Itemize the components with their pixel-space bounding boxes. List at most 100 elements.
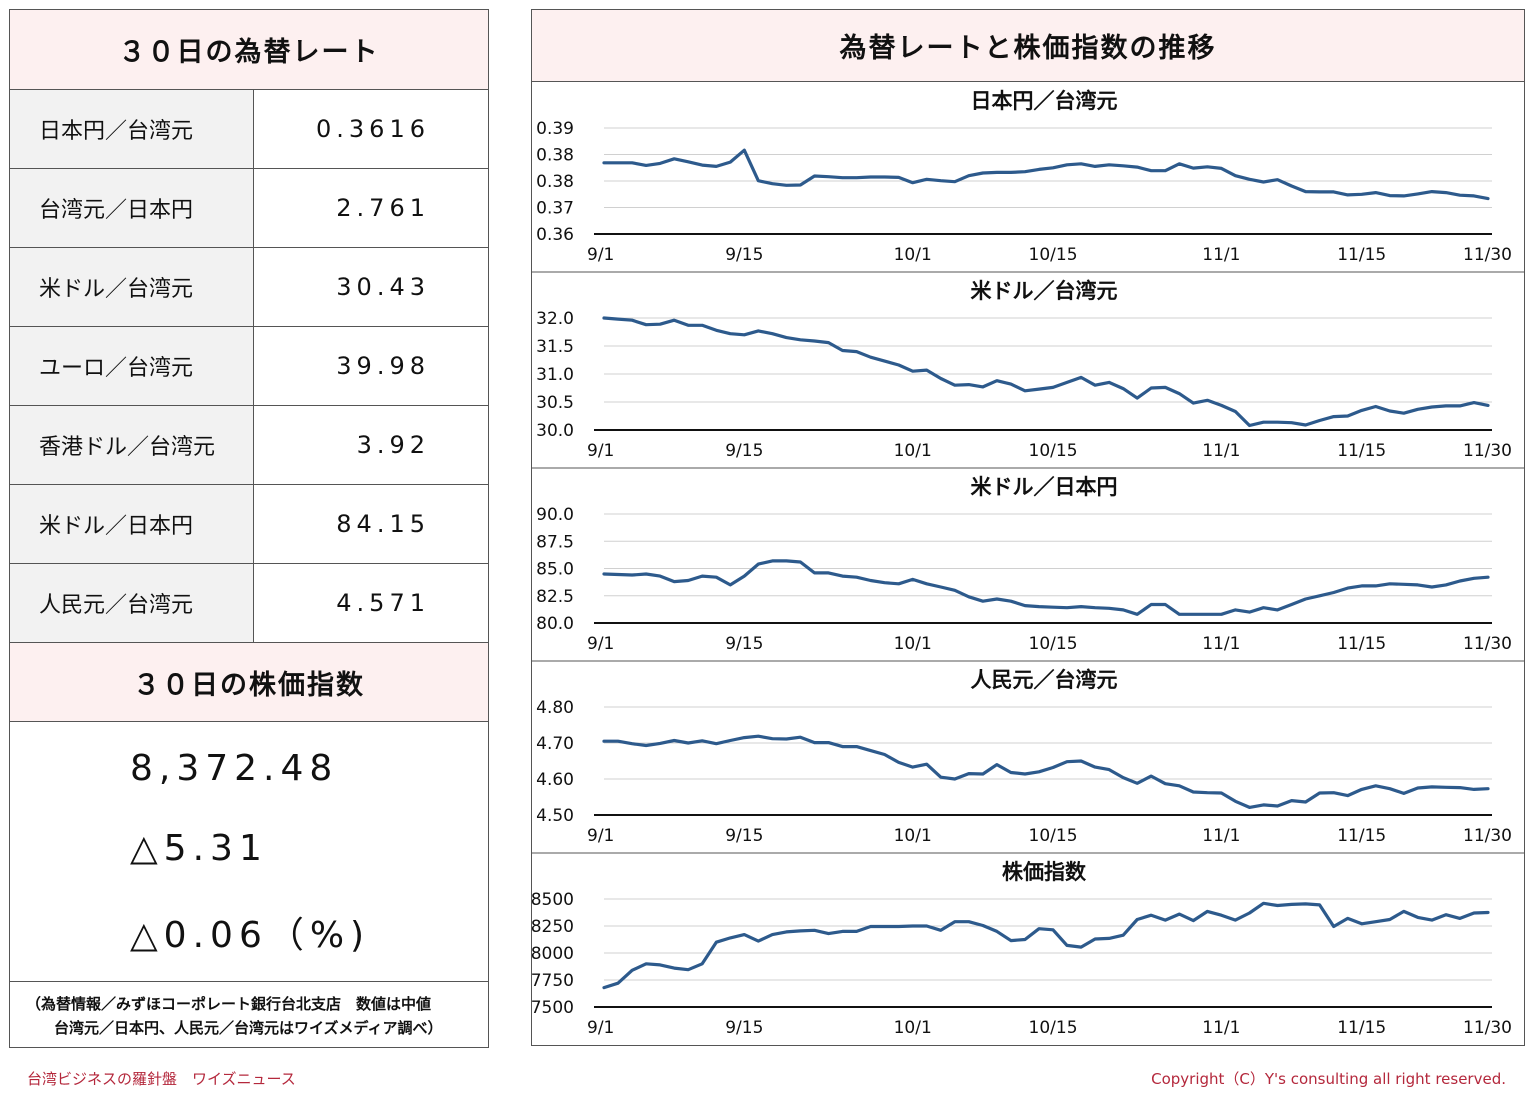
y-tick-label: 82.5 [536,587,574,607]
y-tick-label: 80.0 [536,614,574,634]
y-tick-label: 0.36 [536,225,574,245]
y-tick-label: 4.80 [536,698,574,718]
charts-area: 日本円／台湾元 0.39 0.38 0.38 0.37 0.36 9/1 9/15 10/1 10… [532,89,1524,1038]
y-tick-label: 0.37 [536,199,574,219]
rate-row: 人民元／台湾元 4.571 [10,564,488,643]
rate-row: ユーロ／台湾元 39.98 [10,327,488,406]
rate-label: 香港ドル／台湾元 [10,406,254,484]
rate-label: 米ドル／台湾元 [10,248,254,326]
x-tick-label: 9/15 [725,826,763,846]
series-line [602,734,1490,810]
right-panel: 為替レートと株価指数の推移 日本円／台湾元 0.39 0.38 0.38 0.37 0.3… [531,9,1525,1046]
y-tick-label: 90.0 [536,505,574,525]
rate-value: 84.15 [336,510,430,538]
x-tick-label: 9/1 [587,826,614,846]
rate-label: 日本円／台湾元 [10,90,254,168]
x-tick-label: 9/1 [587,634,614,654]
x-tick-label: 9/15 [725,634,763,654]
y-tick-label: 8500 [532,890,574,910]
x-tick-label: 11/30 [1463,1018,1512,1038]
x-tick-label: 11/30 [1463,245,1512,265]
x-tick-label: 11/15 [1337,1018,1386,1038]
rate-value: 3.92 [356,431,430,459]
left-panel: ３０日の為替レート 日本円／台湾元 0.3616 台湾元／日本円 2.761 米ドル／台… [9,9,489,1048]
y-tick-label: 0.38 [536,172,574,192]
chart-title: 米ドル／台湾元 [971,279,1118,303]
x-tick-label: 10/15 [1029,634,1078,654]
rate-label: 米ドル／日本円 [10,485,254,563]
x-tick-label: 10/1 [894,634,932,654]
y-tick-label: 0.38 [536,146,574,166]
x-tick-label: 10/15 [1029,441,1078,461]
rate-row: 米ドル／台湾元 30.43 [10,248,488,327]
rate-value: 4.571 [336,589,430,617]
footer-left: 台湾ビジネスの羅針盤 ワイズニュース [27,1070,296,1088]
y-tick-label: 32.0 [536,309,574,329]
y-tick-label: 4.70 [536,734,574,754]
x-tick-label: 11/1 [1202,1018,1240,1038]
x-tick-label: 9/1 [587,1018,614,1038]
x-tick-label: 9/15 [725,441,763,461]
chart-title: 株価指数 [1002,860,1087,884]
chart-title: 人民元／台湾元 [971,668,1118,692]
rate-label: 人民元／台湾元 [10,564,254,642]
rate-value: 0.3616 [316,115,430,143]
rates-table-title: ３０日の為替レート [10,10,488,90]
y-tick-label: 87.5 [536,532,574,552]
x-tick-label: 10/1 [894,1018,932,1038]
rate-value: 39.98 [336,352,430,380]
x-tick-label: 10/1 [894,826,932,846]
rate-row: 香港ドル／台湾元 3.92 [10,406,488,485]
charts-title: 為替レートと株価指数の推移 [532,10,1524,82]
x-tick-label: 10/15 [1029,245,1078,265]
series-line [602,901,1490,990]
y-tick-label: 8250 [532,917,574,937]
y-tick-label: 7750 [532,971,574,991]
rate-row: 台湾元／日本円 2.761 [10,169,488,248]
chart-title: 米ドル／日本円 [971,475,1118,499]
y-tick-label: 4.50 [536,806,574,826]
y-tick-label: 31.0 [536,365,574,385]
x-tick-label: 11/30 [1463,634,1512,654]
stock-index-value: 8,372.48 [130,748,339,789]
y-tick-label: 30.5 [536,393,574,413]
rate-label: 台湾元／日本円 [10,169,254,247]
x-tick-label: 10/1 [894,441,932,461]
rate-value: 30.43 [336,273,430,301]
y-tick-label: 31.5 [536,337,574,357]
x-tick-label: 11/30 [1463,441,1512,461]
series-line [602,148,1490,201]
source-note-line1: （為替情報／みずほコーポレート銀行台北支店 数値は中値 [26,995,432,1013]
x-tick-label: 11/15 [1337,441,1386,461]
rate-row: 米ドル／日本円 84.15 [10,485,488,564]
x-tick-label: 9/15 [725,1018,763,1038]
x-tick-label: 11/1 [1202,441,1240,461]
x-tick-label: 9/1 [587,245,614,265]
y-tick-label: 30.0 [536,421,574,441]
chart-title: 日本円／台湾元 [971,89,1118,113]
rate-value: 2.761 [336,194,430,222]
y-tick-label: 85.0 [536,560,574,580]
footer-copyright: Copyright（C）Y's consulting all right res… [1151,1070,1506,1088]
stock-index-change: △5.31 [130,828,268,869]
series-line [602,559,1490,616]
source-note: （為替情報／みずほコーポレート銀行台北支店 数値は中値 台湾元／日本円、人民元／… [10,981,488,1047]
series-line [602,316,1490,428]
x-tick-label: 9/15 [725,245,763,265]
x-tick-label: 11/1 [1202,245,1240,265]
y-tick-label: 4.60 [536,770,574,790]
stock-index-change-pct: △0.06（%) [130,915,371,956]
x-tick-label: 10/15 [1029,1018,1078,1038]
rate-label: ユーロ／台湾元 [10,327,254,405]
x-tick-label: 11/1 [1202,634,1240,654]
y-tick-label: 8000 [532,944,574,964]
stock-index-title: ３０日の株価指数 [10,642,488,722]
rate-row: 日本円／台湾元 0.3616 [10,90,488,169]
source-note-line2: 台湾元／日本円、人民元／台湾元はワイズメディア調べ） [54,1019,443,1037]
y-tick-label: 7500 [532,998,574,1018]
x-tick-label: 11/30 [1463,826,1512,846]
x-tick-label: 11/15 [1337,245,1386,265]
x-tick-label: 9/1 [587,441,614,461]
x-tick-label: 10/1 [894,245,932,265]
x-tick-label: 11/15 [1337,634,1386,654]
